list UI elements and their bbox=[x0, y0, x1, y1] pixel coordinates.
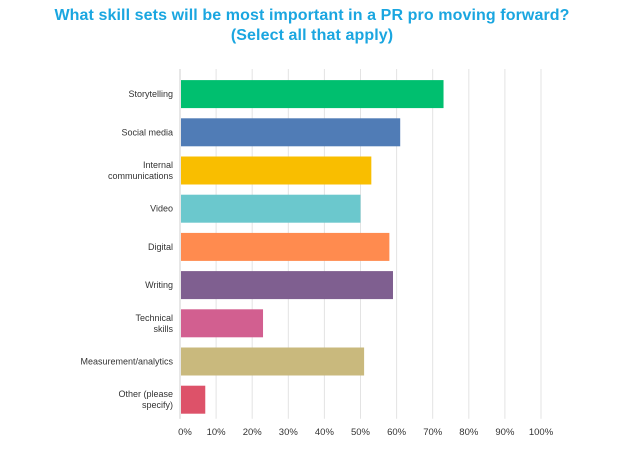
category-label: Digital bbox=[148, 242, 173, 252]
bar bbox=[181, 156, 372, 185]
bar bbox=[181, 309, 264, 338]
category-label: skills bbox=[154, 324, 174, 334]
x-tick-label: 80% bbox=[459, 427, 479, 438]
x-tick-label: 20% bbox=[243, 427, 263, 438]
chart-subtitle: (Select all that apply) bbox=[230, 27, 394, 44]
x-tick-label: 100% bbox=[529, 427, 554, 438]
bar bbox=[181, 385, 206, 414]
x-tick-label: 10% bbox=[207, 427, 227, 438]
bar bbox=[181, 118, 401, 147]
x-tick-label: 30% bbox=[279, 427, 299, 438]
x-tick-label: 40% bbox=[315, 427, 335, 438]
category-label: Measurement/analytics bbox=[80, 357, 173, 367]
x-tick-label: 0% bbox=[178, 427, 192, 438]
bar bbox=[181, 232, 390, 261]
bar bbox=[181, 271, 393, 300]
chart-title: What skill sets will be most important i… bbox=[54, 7, 570, 24]
bar bbox=[181, 194, 361, 223]
bar bbox=[181, 80, 444, 109]
category-label: Other (please bbox=[118, 389, 173, 399]
x-tick-label: 50% bbox=[351, 427, 371, 438]
category-label: specify) bbox=[142, 400, 173, 410]
category-label: Technical bbox=[135, 313, 173, 323]
x-tick-label: 70% bbox=[423, 427, 443, 438]
category-label: Storytelling bbox=[128, 89, 173, 99]
x-tick-label: 60% bbox=[387, 427, 407, 438]
category-label: Video bbox=[150, 204, 173, 214]
x-tick-label: 90% bbox=[495, 427, 515, 438]
category-label: Social media bbox=[121, 127, 173, 137]
category-label: Internal bbox=[143, 160, 173, 170]
bar bbox=[181, 347, 365, 376]
category-label: communications bbox=[108, 171, 174, 181]
category-label: Writing bbox=[145, 280, 173, 290]
